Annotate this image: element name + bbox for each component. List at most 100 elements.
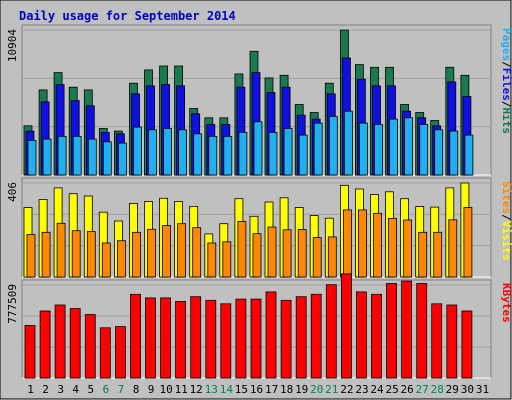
y-max-label: 406 <box>6 182 19 202</box>
day-label-22: 22 <box>340 383 353 396</box>
bar-pages-day-25 <box>389 118 398 176</box>
day-label-1: 1 <box>27 383 34 396</box>
bar-sites-day-19 <box>297 229 307 278</box>
bar-kbytes-day-29 <box>446 304 458 379</box>
bar-kbytes-day-6 <box>99 327 111 379</box>
legend-item: Sites <box>500 181 512 214</box>
bar-pages-day-28 <box>434 129 444 176</box>
day-label-10: 10 <box>159 383 172 396</box>
bar-pages-day-21 <box>328 116 338 176</box>
bar-sites-day-5 <box>86 231 96 278</box>
day-label-27: 27 <box>416 383 429 396</box>
bar-sites-day-2 <box>41 231 51 278</box>
legend-item: Visits <box>500 221 512 261</box>
day-label-21: 21 <box>325 383 338 396</box>
day-label-5: 5 <box>87 383 94 396</box>
bar-pages-day-2 <box>42 138 52 176</box>
legend-visits-sites: Sites/Visits <box>500 181 512 261</box>
bar-kbytes-day-28 <box>431 303 443 379</box>
day-label-23: 23 <box>355 383 368 396</box>
bar-kbytes-day-30 <box>461 310 473 379</box>
day-label-2: 2 <box>42 383 49 396</box>
bar-pages-day-7 <box>118 142 127 176</box>
day-label-3: 3 <box>57 383 64 396</box>
bar-kbytes-day-14 <box>220 303 232 379</box>
panel-kbytes: 777509 KBytes <box>6 273 512 379</box>
day-label-11: 11 <box>175 383 188 396</box>
legend-item: / <box>500 101 512 108</box>
day-label-20: 20 <box>310 383 323 396</box>
bar-sites-day-4 <box>71 230 81 278</box>
day-label-26: 26 <box>400 383 413 396</box>
day-label-15: 15 <box>235 383 248 396</box>
bar-pages-day-16 <box>253 121 263 176</box>
day-label-24: 24 <box>370 383 384 396</box>
bar-pages-day-5 <box>87 138 97 176</box>
legend-item: Pages <box>500 28 512 61</box>
day-label-8: 8 <box>133 383 140 396</box>
bar-pages-day-12 <box>193 133 203 176</box>
bar-sites-day-16 <box>252 233 262 278</box>
bar-pages-day-17 <box>268 131 278 176</box>
panel-visits-sites: 406 Sites/Visits <box>6 177 512 278</box>
bar-kbytes-day-2 <box>39 310 51 379</box>
day-label-18: 18 <box>280 383 293 396</box>
bar-pages-day-11 <box>178 129 188 176</box>
bar-kbytes-day-27 <box>416 283 428 379</box>
bar-pages-day-20 <box>313 122 323 176</box>
bar-kbytes-day-13 <box>205 299 217 379</box>
bar-sites-day-14 <box>222 241 232 278</box>
bar-kbytes-day-9 <box>145 297 156 379</box>
bar-kbytes-day-20 <box>310 293 322 379</box>
bar-sites-day-10 <box>162 225 172 278</box>
bar-pages-day-8 <box>133 126 142 176</box>
bar-sites-day-20 <box>312 237 322 278</box>
bar-pages-day-26 <box>404 117 414 176</box>
bar-sites-day-8 <box>132 231 141 278</box>
day-label-31: 31 <box>476 383 489 396</box>
bar-pages-day-18 <box>283 128 293 176</box>
bar-sites-day-6 <box>101 242 111 278</box>
bar-sites-day-27 <box>418 231 428 278</box>
x-axis-day-labels: 1 2 3 4 5 6 7 8 9 10 11 12 13 14 15 16 17 18 19 20 21 22 23 24 2… <box>27 383 489 396</box>
bar-kbytes-day-17 <box>265 291 277 379</box>
bar-pages-day-1 <box>27 139 37 176</box>
bar-kbytes-day-18 <box>280 299 292 379</box>
bar-pages-day-4 <box>72 135 82 176</box>
legend-item: KBytes <box>500 283 512 323</box>
legend-kbytes: KBytes <box>500 283 512 323</box>
bar-kbytes-day-24 <box>371 293 382 379</box>
bar-kbytes-day-16 <box>250 298 262 379</box>
bar-kbytes-day-22 <box>340 273 352 379</box>
bar-sites-day-17 <box>267 226 277 278</box>
panel-hits-files-pages: 10904 Pages/Files/Hits <box>6 24 512 176</box>
bar-sites-day-3 <box>56 222 66 278</box>
day-label-12: 12 <box>190 383 203 396</box>
bar-kbytes-day-8 <box>130 293 141 379</box>
bar-sites-day-18 <box>282 229 292 278</box>
bar-kbytes-day-26 <box>401 280 413 379</box>
bar-sites-day-25 <box>388 217 397 278</box>
bar-pages-day-30 <box>464 134 474 176</box>
bar-kbytes-day-25 <box>386 283 397 379</box>
bar-sites-day-29 <box>448 219 458 278</box>
bar-sites-day-9 <box>147 228 156 278</box>
bar-kbytes-day-11 <box>175 300 187 379</box>
bar-pages-day-9 <box>148 129 157 176</box>
day-label-13: 13 <box>205 383 218 396</box>
day-label-28: 28 <box>431 383 444 396</box>
bar-pages-day-24 <box>374 124 383 176</box>
day-label-25: 25 <box>385 383 398 396</box>
bar-pages-day-19 <box>298 134 308 176</box>
day-label-7: 7 <box>118 383 125 396</box>
bar-kbytes-day-5 <box>84 314 96 379</box>
day-label-17: 17 <box>265 383 278 396</box>
bar-pages-day-23 <box>358 122 368 176</box>
bar-sites-day-1 <box>26 234 36 278</box>
bar-pages-day-13 <box>208 135 218 176</box>
bar-sites-day-22 <box>342 209 352 278</box>
bar-pages-day-29 <box>449 130 459 176</box>
bar-sites-day-7 <box>117 240 126 278</box>
y-max-label: 777509 <box>6 284 19 324</box>
